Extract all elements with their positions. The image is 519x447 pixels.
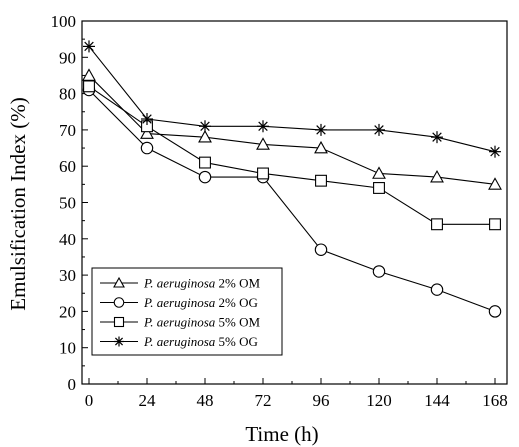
series-circle <box>82 83 502 318</box>
point-square <box>373 182 385 194</box>
legend: P. aeruginosa 2% OM P. aeruginosa 2% OG P.… <box>91 267 283 356</box>
series-layer <box>82 40 502 318</box>
point-square <box>431 218 443 231</box>
legend-entry-label: P. aeruginosa 5% OM <box>143 315 260 330</box>
point-circle <box>140 141 154 155</box>
point-circle <box>314 243 328 256</box>
point-square <box>489 218 501 231</box>
y-tick-label: 20 <box>59 302 76 321</box>
series-asterisk <box>83 40 501 158</box>
point-asterisk <box>315 123 327 136</box>
point-square <box>199 156 211 169</box>
point-triangle <box>430 169 444 183</box>
y-tick-label: 10 <box>59 339 76 358</box>
point-asterisk <box>114 336 124 347</box>
point-triangle <box>488 177 502 190</box>
point-circle <box>198 170 212 184</box>
y-tick-label: 100 <box>51 12 77 31</box>
y-tick-label: 90 <box>59 48 76 67</box>
point-triangle <box>198 130 212 143</box>
point-asterisk <box>257 120 269 133</box>
y-tick-label: 70 <box>59 121 76 140</box>
point-asterisk <box>141 113 153 126</box>
x-tick-label: 120 <box>366 391 392 410</box>
x-tick-label: 0 <box>85 391 94 410</box>
y-tick-label: 0 <box>68 375 77 394</box>
series-line <box>88 89 496 312</box>
legend-entry-label: P. aeruginosa 2% OM <box>143 276 260 291</box>
point-square <box>257 167 269 180</box>
point-triangle <box>113 276 125 288</box>
point-asterisk <box>83 40 95 53</box>
point-square <box>315 174 327 187</box>
x-axis-title: Time (h) <box>245 422 318 446</box>
point-square <box>113 316 125 328</box>
x-tick-label: 24 <box>139 391 157 410</box>
point-circle <box>488 305 502 318</box>
ticks: 0 10 20 30 40 50 60 70 80 90 100 0 24 48 72 96 120 144 168 <box>51 12 508 410</box>
y-tick-label: 60 <box>59 157 76 176</box>
legend-entry-label: P. aeruginosa 5% OG <box>143 334 258 349</box>
y-tick-label: 40 <box>59 230 76 249</box>
point-circle <box>113 297 125 308</box>
point-triangle <box>82 68 96 81</box>
point-asterisk <box>373 123 385 136</box>
series-line <box>88 46 496 153</box>
x-tick-label: 144 <box>424 391 450 410</box>
point-circle <box>430 283 444 296</box>
y-axis-title: Emulsification Index (%) <box>6 97 30 310</box>
series-line <box>88 85 495 225</box>
legend-entry-label: P. aeruginosa 2% OG <box>143 295 258 310</box>
point-circle <box>372 265 386 278</box>
x-tick-label: 48 <box>197 391 214 410</box>
x-tick-label: 72 <box>255 391 272 410</box>
point-square <box>83 80 95 93</box>
y-tick-label: 50 <box>59 194 76 213</box>
point-triangle <box>314 140 328 154</box>
point-asterisk <box>199 120 211 133</box>
y-tick-label: 80 <box>59 85 76 104</box>
point-triangle <box>140 126 154 139</box>
point-triangle <box>256 137 270 150</box>
series-triangle <box>82 68 502 190</box>
point-asterisk <box>489 145 501 158</box>
x-tick-label: 96 <box>313 391 330 410</box>
point-asterisk <box>431 131 443 144</box>
series-line <box>88 75 496 185</box>
x-tick-label: 168 <box>482 391 508 410</box>
series-square <box>83 80 501 231</box>
point-triangle <box>372 166 386 179</box>
y-tick-label: 30 <box>59 266 76 285</box>
